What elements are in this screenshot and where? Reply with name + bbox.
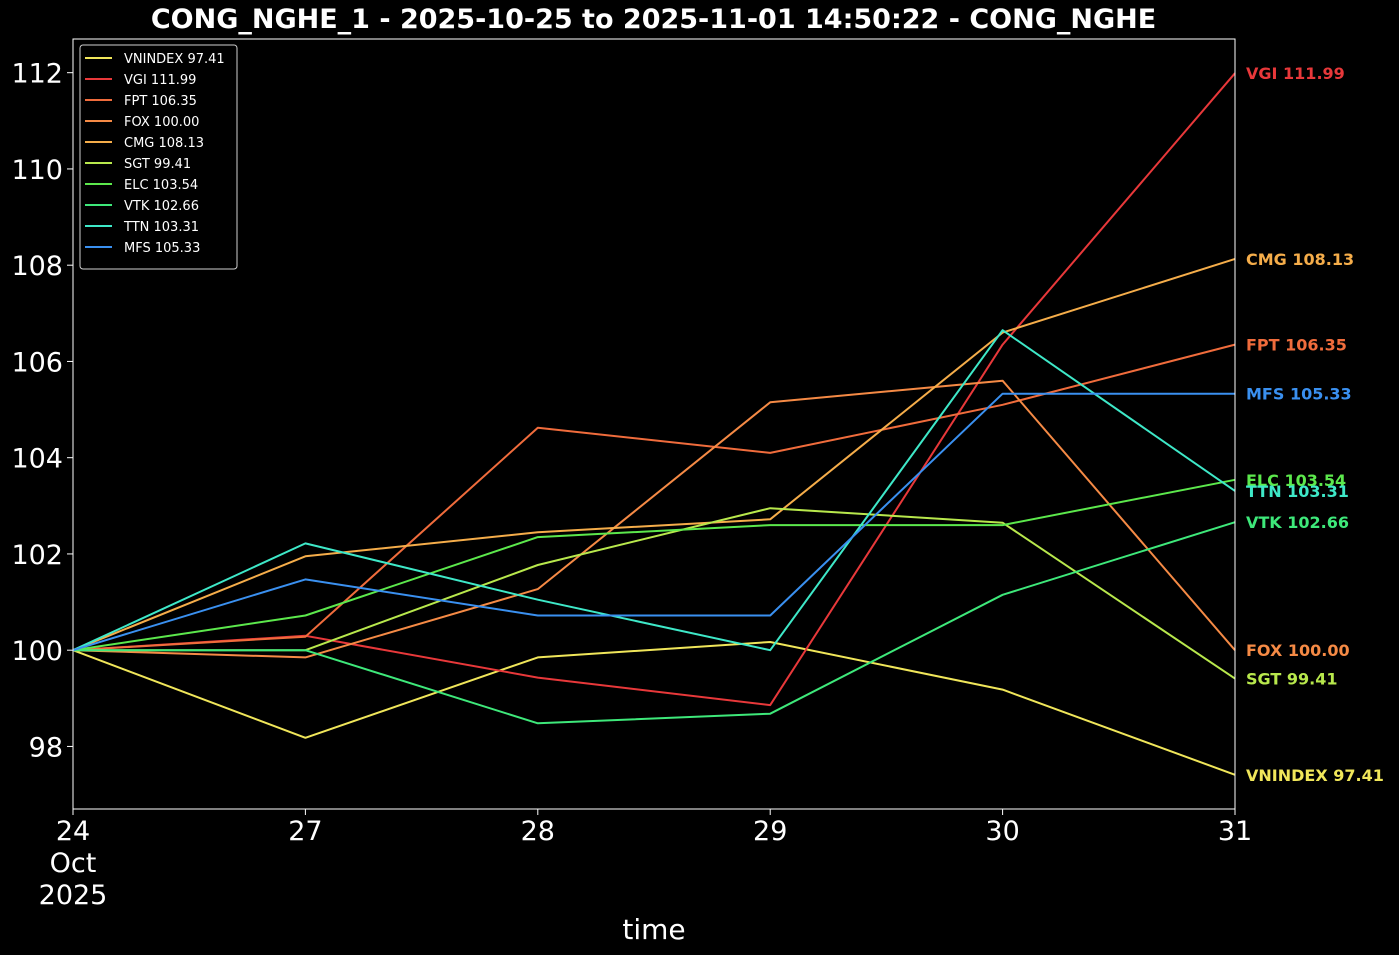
- legend: VNINDEX 97.41 VGI 111.99 FPT 106.35 FOX 100…: [79, 44, 238, 270]
- end-label: ELC 103.54: [1246, 471, 1346, 490]
- legend-entry: VNINDEX 97.41: [124, 52, 225, 67]
- end-label: SGT 99.41: [1246, 670, 1337, 689]
- end-label: VGI 111.99: [1246, 64, 1345, 83]
- legend-entry: MFS 105.33: [124, 241, 200, 256]
- end-label: FPT 106.35: [1246, 336, 1347, 355]
- y-axis: 98 100 102 104 106 108 110 112: [11, 59, 73, 763]
- series-line: [72, 478, 1236, 652]
- series-line: [72, 392, 1235, 652]
- y-tick-label: 110: [11, 155, 63, 186]
- legend-entry: ELC 103.54: [124, 178, 198, 193]
- x-axis-label: time: [622, 913, 685, 946]
- legend-entry: FOX 100.00: [124, 115, 199, 130]
- legend-entry: SGT 99.41: [124, 157, 191, 172]
- y-tick-label: 102: [11, 540, 63, 571]
- legend-entry: VTK 102.66: [124, 199, 199, 214]
- end-label: CMG 108.13: [1246, 250, 1354, 269]
- x-tick-label: 24: [56, 816, 90, 847]
- y-tick-label: 104: [11, 444, 63, 475]
- series-line: [72, 329, 1236, 652]
- x-tick-label: 27: [288, 816, 322, 847]
- series-line: [72, 257, 1236, 652]
- end-label: MFS 105.33: [1246, 385, 1352, 404]
- x-tick-label: 28: [521, 816, 555, 847]
- series-line: [73, 521, 1236, 725]
- series-line: [72, 379, 1236, 659]
- y-tick-label: 112: [11, 59, 63, 90]
- end-label: VNINDEX 97.41: [1246, 766, 1384, 785]
- series-layer: [72, 72, 1236, 776]
- series-line: [72, 343, 1236, 652]
- x-tick-label: 29: [753, 816, 787, 847]
- legend-entry: FPT 106.35: [124, 94, 197, 109]
- end-label: TTN 103.31: [1246, 482, 1349, 501]
- chart-title: CONG_NGHE_1 - 2025-10-25 to 2025-11-01 1…: [150, 4, 1157, 35]
- y-tick-label: 106: [11, 347, 63, 378]
- x-tick-label: 30: [985, 816, 1019, 847]
- end-labels: VNINDEX 97.41 VGI 111.99 FPT 106.35 FOX 100…: [1246, 64, 1384, 785]
- series-line: [73, 507, 1236, 680]
- y-tick-label: 100: [11, 636, 63, 667]
- end-label: FOX 100.00: [1246, 641, 1350, 660]
- legend-box: [79, 44, 238, 270]
- legend-entry: CMG 108.13: [124, 136, 204, 151]
- x-tick-label: Oct: [50, 848, 97, 879]
- y-tick-label: 98: [29, 732, 63, 763]
- legend-entry: TTN 103.31: [123, 220, 199, 235]
- legend-entry: VGI 111.99: [124, 73, 196, 88]
- plot-frame: [72, 38, 1236, 810]
- y-tick-label: 108: [11, 251, 63, 282]
- x-tick-label: 2025: [39, 880, 108, 911]
- end-label: VTK 102.66: [1246, 513, 1349, 532]
- x-tick-label: 31: [1218, 816, 1252, 847]
- series-line: [72, 641, 1236, 776]
